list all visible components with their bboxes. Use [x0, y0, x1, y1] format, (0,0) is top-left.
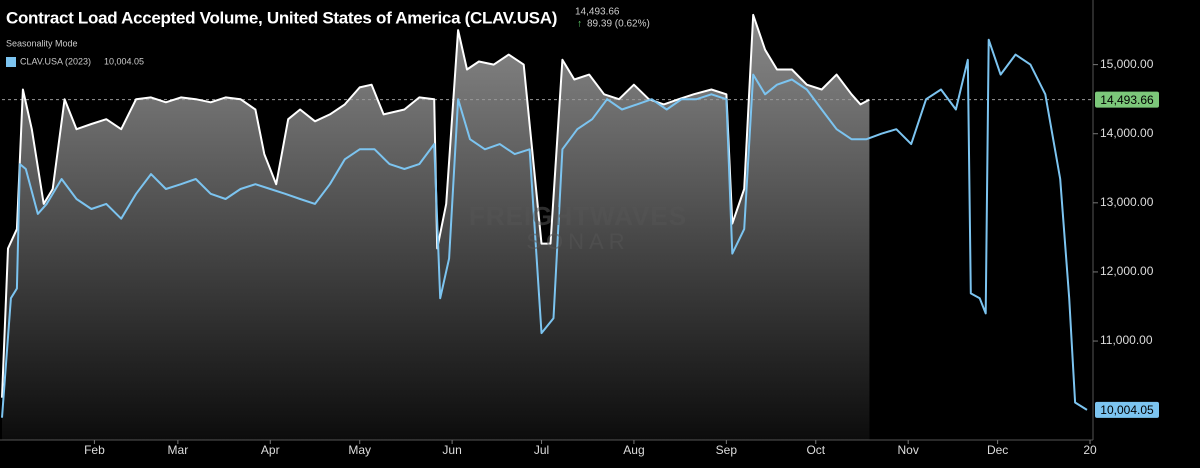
- x-tick-label: May: [348, 443, 371, 457]
- y-tick-label: 13,000.00: [1100, 195, 1154, 209]
- x-tick-label: Jun: [442, 443, 461, 457]
- plot-area: [1, 13, 1093, 441]
- legend-swatch: [6, 57, 16, 67]
- watermark: FREIGHTWAVES: [469, 201, 687, 231]
- y-tick-label: 12,000.00: [1100, 264, 1154, 278]
- y-tick-label: 11,000.00: [1100, 333, 1153, 347]
- y-tick-label: 14,000.00: [1100, 126, 1154, 140]
- up-arrow: ↑: [577, 19, 582, 30]
- end-tag-label: 10,004.05: [1100, 403, 1154, 417]
- x-tick-label: Jul: [534, 443, 549, 457]
- x-tick-label: Oct: [806, 443, 825, 457]
- x-tick-label: Sep: [716, 443, 738, 457]
- x-tick-label: Mar: [168, 443, 189, 457]
- legend-label: CLAV.USA (2023): [20, 56, 91, 66]
- x-tick-label: 20: [1083, 443, 1097, 457]
- x-tick-label: Nov: [898, 443, 919, 457]
- area-fill: [2, 14, 870, 441]
- x-tick-label: Apr: [261, 443, 280, 457]
- x-tick-label: Feb: [84, 443, 105, 457]
- header-change: 89.39 (0.62%): [587, 19, 650, 30]
- end-tag-label: 14,493.66: [1100, 93, 1154, 107]
- mode-label: Seasonality Mode: [6, 38, 78, 48]
- x-tick-label: Dec: [987, 443, 1008, 457]
- y-tick-label: 15,000.00: [1100, 57, 1154, 71]
- end-tag: [1095, 91, 1159, 108]
- legend-value: 10,004.05: [104, 56, 144, 66]
- end-tag: [1095, 401, 1159, 418]
- header-value: 14,493.66: [575, 7, 620, 18]
- series-line: [1, 38, 1088, 418]
- chart-title: Contract Load Accepted Volume, United St…: [6, 8, 557, 27]
- watermark: SONAR: [526, 229, 629, 254]
- x-tick-label: Aug: [623, 443, 644, 457]
